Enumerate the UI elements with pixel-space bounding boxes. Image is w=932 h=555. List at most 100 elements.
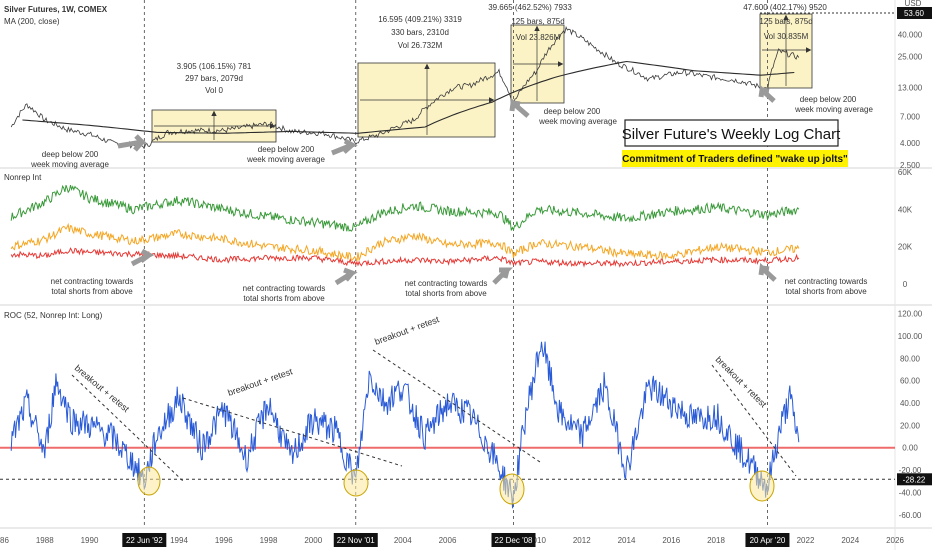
date-tag — [122, 533, 167, 547]
roc-tick-label: 60.00 — [900, 377, 921, 386]
trendline — [71, 374, 185, 483]
trendline — [182, 397, 403, 467]
pointer-arrow — [758, 84, 776, 103]
price-tick-label: 40.000 — [898, 30, 923, 39]
x-tick-label: 2018 — [707, 536, 725, 545]
measure-text: 125 bars, 875d — [759, 17, 812, 26]
nonrep-axis: 60K 40K 20K 0 — [898, 168, 913, 289]
roc-marker-text: -28.22 — [903, 475, 926, 484]
nonrep-tick-label: 20K — [898, 243, 913, 252]
annotation-text: deep below 200 — [800, 95, 857, 104]
measure-text: 330 bars, 2310d — [391, 28, 449, 37]
date-tag-label: 22 Dec '08 — [495, 536, 534, 545]
measure-text: 39.665 (462.52%) 7933 — [488, 3, 572, 12]
measure-text: Vol 0 — [205, 86, 223, 95]
pointer-arrow — [509, 98, 530, 118]
nonrep-tick-label: 60K — [898, 168, 913, 177]
annotation-text: net contracting towards — [405, 279, 488, 288]
roc-tick-label: 100.00 — [898, 332, 923, 341]
measure-text: Vol 30.835M — [764, 32, 809, 41]
annotation-text: deep below 200 — [258, 145, 315, 154]
measure-text: 16.595 (409.21%) 3319 — [378, 15, 462, 24]
x-tick-label: 2024 — [841, 536, 859, 545]
x-tick-label: 1994 — [170, 536, 188, 545]
price-tick-label: 2.500 — [900, 161, 921, 170]
long-series — [10, 184, 800, 232]
breakout-trendlines — [71, 349, 797, 483]
title-box-text: Silver Future's Weekly Log Chart — [622, 126, 841, 143]
annotation-text: net contracting towards — [51, 277, 134, 286]
annotation-text: total shorts from above — [405, 289, 487, 298]
pointer-arrow — [130, 248, 155, 267]
price-tick-label: 7.000 — [900, 112, 921, 121]
x-tick-label: 2022 — [797, 536, 815, 545]
annotation-text: total shorts from above — [243, 294, 325, 303]
measurement-boxes — [151, 13, 813, 143]
x-tick-label: 2010 — [528, 536, 546, 545]
subtitle-box-text: Commitment of Traders defined "wake up j… — [622, 154, 848, 165]
roc-tick-label: 20.00 — [900, 421, 921, 430]
date-tag — [745, 533, 790, 547]
price-tick-label: 13.000 — [898, 83, 923, 92]
annotation-text: net contracting towards — [243, 284, 326, 293]
highlight-circle — [499, 473, 525, 505]
currency-badge: USD — [905, 0, 922, 8]
annotation-text: total shorts from above — [785, 287, 867, 296]
price-marker — [897, 7, 932, 19]
x-tick-label: 2014 — [618, 536, 636, 545]
roc-tick-label: 0.00 — [902, 444, 918, 453]
x-tick-label: 1986 — [0, 536, 9, 545]
annotation-text: week moving average — [246, 155, 325, 164]
nonrep-tick-label: 40K — [898, 205, 913, 214]
price-axis: 40.000 25.000 13.000 7.000 4.000 2.500 — [898, 30, 923, 170]
chart-title: Silver Futures, 1W, COMEX — [4, 5, 108, 14]
roc-tick-label: 80.00 — [900, 354, 921, 363]
measure-text: Vol 23.826M — [516, 33, 561, 42]
roc-label: ROC (52, Nonrep Int: Long) — [4, 311, 103, 320]
x-tick-label: 1996 — [215, 536, 233, 545]
x-tick-label: 2016 — [662, 536, 680, 545]
pointer-arrow — [492, 267, 514, 285]
roc-tick-label: -60.00 — [899, 511, 922, 520]
roc-tick-label: 40.00 — [900, 399, 921, 408]
annotation-text: total shorts from above — [51, 287, 133, 296]
title-box — [624, 119, 839, 147]
highlight-circle — [749, 470, 775, 502]
date-tag-label: 22 Nov '01 — [337, 536, 376, 545]
x-tick-label: 2004 — [394, 536, 412, 545]
x-tick-label: 1998 — [260, 536, 278, 545]
x-axis: 1986 1988 1990 1994 1996 1998 2000 2004 2006 2010… — [0, 533, 904, 547]
x-tick-label: 2000 — [304, 536, 322, 545]
measure-text: Vol 26.732M — [398, 41, 443, 50]
roc-tick-label: -20.00 — [899, 466, 922, 475]
annotation-text: net contracting towards — [785, 277, 868, 286]
measure-text: 297 bars, 2079d — [185, 74, 243, 83]
subtitle-box — [622, 150, 848, 167]
annotation-text: week moving average — [794, 105, 873, 114]
pointer-arrow — [334, 267, 358, 286]
x-tick-label: 2012 — [573, 536, 591, 545]
price-tick-label: 25.000 — [898, 53, 923, 62]
roc-tick-label: -40.00 — [899, 488, 922, 497]
roc-marker — [897, 473, 932, 486]
price-marker-text: 53.60 — [904, 9, 925, 18]
roc-axis: 120.00 100.00 80.00 60.00 40.00 20.00 0.00 -20.… — [898, 310, 923, 520]
date-tag — [333, 533, 378, 547]
series-layer — [10, 25, 800, 509]
pointer-arrow — [758, 262, 777, 282]
pointer-arrows — [117, 84, 777, 286]
highlight-circle — [343, 469, 369, 497]
price-tick-label: 4.000 — [900, 139, 921, 148]
short-series — [10, 247, 800, 268]
pointer-arrow — [331, 138, 358, 156]
x-tick-label: 2026 — [886, 536, 904, 545]
annotation-text: week moving average — [538, 117, 617, 126]
date-tag-label: 20 Apr '20 — [750, 536, 786, 545]
date-tag-label: 22 Jun '92 — [126, 536, 163, 545]
highlight-circle — [137, 466, 161, 496]
annotation-text: week moving average — [30, 160, 109, 169]
measure-text: 3.905 (106.15%) 781 — [177, 62, 252, 71]
nonrep-label: Nonrep Int — [4, 173, 42, 182]
